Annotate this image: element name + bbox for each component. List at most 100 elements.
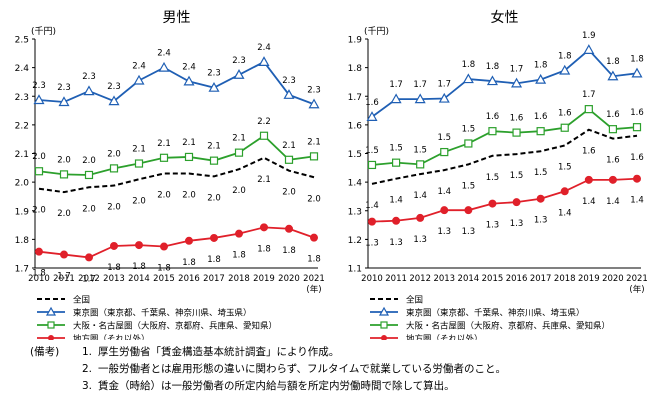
data-label: 1.8 bbox=[107, 263, 121, 273]
y-tick-label: 1.3 bbox=[348, 207, 362, 217]
y-tick-label: 1.9 bbox=[15, 207, 30, 217]
data-point bbox=[60, 250, 68, 259]
data-label: 1.6 bbox=[558, 109, 572, 119]
note-number: 1. bbox=[82, 346, 93, 358]
data-label: 1.7 bbox=[582, 90, 596, 100]
data-label: 2.4 bbox=[257, 43, 271, 53]
data-point bbox=[309, 152, 319, 161]
data-point bbox=[133, 74, 145, 85]
data-point bbox=[209, 156, 219, 165]
x-tick-label: 2016 bbox=[506, 274, 528, 284]
data-label: 2.3 bbox=[282, 76, 296, 86]
data-label: 1.6 bbox=[630, 153, 644, 163]
data-point bbox=[135, 241, 143, 250]
data-point bbox=[110, 241, 118, 250]
x-tick-label: 2014 bbox=[458, 274, 480, 284]
data-label: 1.8 bbox=[32, 269, 46, 279]
data-label: 1.9 bbox=[582, 31, 596, 41]
x-tick-label: 2015 bbox=[482, 274, 504, 284]
series-osaka: 1.5 1.5 1.5 1.5 1.5 1.6 1.6 1.6 1.6 1.7 1.6 1.6 bbox=[365, 90, 644, 170]
x-tick-label: 2020 bbox=[602, 274, 624, 284]
data-label: 1.8 bbox=[486, 62, 500, 72]
note-text: 賃金（時給）は一般労働者の所定内給与額を所定内労働時間で除して算出。 bbox=[98, 380, 455, 392]
data-label: 2.0 bbox=[57, 209, 71, 219]
y-tick-label: 2.4 bbox=[15, 64, 30, 74]
data-label: 1.6 bbox=[630, 108, 644, 118]
data-label: 1.4 bbox=[630, 196, 644, 206]
data-point bbox=[235, 229, 243, 238]
data-label: 2.2 bbox=[257, 117, 271, 127]
note-number: 3. bbox=[82, 380, 93, 392]
data-label: 1.4 bbox=[389, 196, 403, 206]
data-label: 1.3 bbox=[438, 227, 452, 237]
data-point bbox=[310, 233, 318, 242]
data-point bbox=[560, 123, 569, 132]
legend-marker bbox=[48, 335, 54, 340]
legend-item-tokyo: 東京圏（東京都、千葉県、神奈川県、埼玉県） bbox=[370, 306, 585, 319]
data-point bbox=[608, 175, 617, 184]
data-label: 1.8 bbox=[282, 246, 296, 256]
series-line bbox=[38, 134, 315, 176]
chart-title: 女性 bbox=[491, 9, 519, 26]
data-label: 1.4 bbox=[606, 197, 620, 207]
series-osaka: 2.0 2.0 2.0 2.0 2.1 2.1 2.1 2.1 2.1 2.2 2.1 2.1 bbox=[32, 117, 321, 180]
data-label: 2.3 bbox=[32, 81, 46, 91]
legend-label: 大阪・名古屋圏（大阪府、京都府、兵庫県、愛知県） bbox=[406, 321, 610, 332]
data-label: 1.5 bbox=[534, 168, 548, 178]
data-label: 1.8 bbox=[606, 57, 620, 67]
data-label: 2.3 bbox=[307, 85, 321, 95]
data-label: 2.1 bbox=[157, 139, 171, 149]
data-label: 1.7 bbox=[82, 274, 96, 284]
data-label: 2.1 bbox=[207, 142, 221, 152]
y-tick-label: 2.2 bbox=[15, 121, 29, 131]
data-point bbox=[486, 75, 498, 86]
x-axis-unit: (年) bbox=[306, 284, 321, 295]
data-point bbox=[159, 153, 169, 162]
series-regional: 1.3 1.3 1.3 1.3 1.3 1.3 1.3 1.3 1.4 1.4 1.4 1.4 bbox=[365, 174, 644, 249]
data-point bbox=[464, 206, 473, 215]
data-label: 2.0 bbox=[32, 206, 46, 216]
data-label: 1.8 bbox=[534, 61, 548, 71]
data-label: 1.3 bbox=[462, 227, 476, 237]
y-tick-label: 1.8 bbox=[15, 236, 30, 246]
x-tick-label: 2021 bbox=[626, 274, 648, 284]
y-tick-label: 1.7 bbox=[15, 265, 29, 275]
data-label: 1.3 bbox=[413, 235, 427, 245]
data-point bbox=[559, 64, 571, 75]
data-label: 1.4 bbox=[413, 191, 427, 201]
note-number: 2. bbox=[82, 363, 93, 375]
x-tick-label: 2013 bbox=[433, 274, 455, 284]
data-label: 1.3 bbox=[510, 219, 524, 229]
data-label: 1.6 bbox=[606, 156, 620, 166]
data-point bbox=[488, 199, 497, 208]
data-label: 2.3 bbox=[232, 56, 246, 66]
data-point bbox=[631, 67, 643, 78]
data-point bbox=[512, 198, 521, 207]
legend-item-osaka: 大阪・名古屋圏（大阪府、京都府、兵庫県、愛知県） bbox=[370, 321, 610, 332]
data-label: 1.8 bbox=[207, 255, 221, 265]
data-label: 2.0 bbox=[282, 188, 296, 198]
data-label: 2.3 bbox=[207, 69, 221, 79]
legend-marker bbox=[45, 306, 57, 316]
x-tick-label: 2018 bbox=[228, 274, 250, 284]
data-label: 1.8 bbox=[462, 60, 476, 70]
data-point bbox=[210, 233, 218, 242]
data-label: 2.1 bbox=[182, 138, 196, 148]
data-point bbox=[33, 94, 45, 105]
data-label: 1.3 bbox=[389, 238, 403, 248]
series-national: 1.4 1.4 1.4 1.4 1.5 1.5 1.5 1.5 1.5 1.6 1.6 1.6 bbox=[365, 128, 644, 211]
x-tick-label: 2018 bbox=[554, 274, 576, 284]
data-point bbox=[464, 139, 473, 148]
data-point bbox=[34, 167, 44, 176]
data-label: 1.5 bbox=[413, 145, 427, 155]
data-point bbox=[560, 187, 569, 196]
data-point bbox=[583, 44, 595, 54]
legend-label: 地方圏（それ以外） bbox=[406, 334, 483, 341]
data-label: 1.5 bbox=[438, 133, 452, 143]
y-tick-label: 1.2 bbox=[348, 236, 362, 246]
data-point bbox=[536, 194, 545, 203]
data-point bbox=[158, 61, 170, 72]
data-label: 1.6 bbox=[486, 112, 500, 122]
data-label: 2.1 bbox=[282, 141, 296, 151]
